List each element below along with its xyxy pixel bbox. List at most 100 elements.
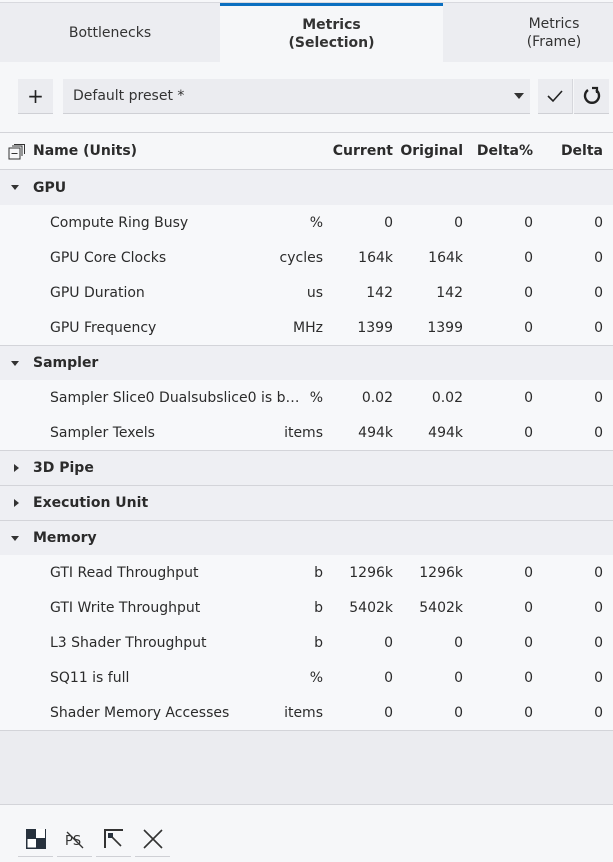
table-row[interactable]: GTI Write Throughput b 5402k 5402k 0 0	[0, 590, 613, 625]
metric-name: GPU Frequency	[50, 319, 157, 336]
metric-name: GTI Write Throughput	[50, 599, 201, 616]
tab-metrics-selection[interactable]: Metrics (Selection)	[220, 3, 443, 62]
delta-value: 0	[594, 424, 603, 441]
preset-toolbar: + Default preset *	[0, 79, 613, 115]
collapse-all-icon[interactable]	[8, 144, 26, 160]
column-current[interactable]: Current	[332, 143, 393, 159]
delta-pct-value: 0	[524, 669, 533, 686]
metric-name: SQ11 is full	[50, 669, 130, 686]
expand-down-icon[interactable]	[11, 185, 19, 190]
column-name[interactable]: Name (Units)	[33, 143, 138, 159]
current-value: 142	[366, 284, 393, 301]
delta-value: 0	[594, 704, 603, 721]
reset-button[interactable]	[574, 79, 609, 114]
delta-value: 0	[594, 284, 603, 301]
delta-value: 0	[594, 389, 603, 406]
table-row[interactable]: GTI Read Throughput b 1296k 1296k 0 0	[0, 555, 613, 590]
tab-bar: Bottlenecks Metrics (Selection) Metrics …	[0, 2, 613, 62]
original-value: 142	[436, 284, 463, 301]
delta-value: 0	[594, 669, 603, 686]
expand-right-icon[interactable]	[14, 499, 19, 507]
chevron-down-icon	[514, 93, 524, 99]
group-row-3d-pipe[interactable]: 3D Pipe	[0, 450, 613, 485]
delta-pct-value: 0	[524, 424, 533, 441]
column-delta[interactable]: Delta	[560, 143, 603, 159]
group-row-sampler[interactable]: Sampler	[0, 345, 613, 380]
expand-down-icon[interactable]	[11, 536, 19, 541]
group-name: Execution Unit	[33, 495, 149, 511]
delta-pct-value: 0	[524, 564, 533, 581]
metric-unit: b	[314, 599, 323, 616]
column-delta-pct[interactable]: Delta%	[476, 143, 533, 159]
preset-dropdown[interactable]: Default preset *	[63, 79, 530, 114]
delta-value: 0	[594, 319, 603, 336]
group-row-memory[interactable]: Memory	[0, 520, 613, 555]
delta-pct-value: 0	[524, 634, 533, 651]
current-value: 494k	[358, 424, 393, 441]
delta-pct-value: 0	[524, 319, 533, 336]
expand-right-icon[interactable]	[14, 464, 19, 472]
original-value: 0	[454, 669, 463, 686]
ps-disable-button[interactable]: PS	[57, 822, 92, 857]
delta-pct-value: 0	[524, 284, 533, 301]
tab-label: Metrics (Frame)	[526, 15, 582, 50]
checker-button[interactable]	[18, 822, 53, 857]
current-value: 0	[384, 214, 393, 231]
tab-metrics-frame[interactable]: Metrics (Frame)	[443, 3, 613, 62]
delta-pct-value: 0	[524, 249, 533, 266]
apply-button[interactable]	[538, 79, 573, 114]
group-name: 3D Pipe	[33, 460, 94, 476]
metric-unit: b	[314, 564, 323, 581]
delta-value: 0	[594, 249, 603, 266]
delta-value: 0	[594, 214, 603, 231]
metric-unit: b	[314, 634, 323, 651]
metric-unit: %	[309, 389, 323, 406]
metric-name: L3 Shader Throughput	[50, 634, 207, 651]
table-row[interactable]: GPU Duration us 142 142 0 0	[0, 275, 613, 310]
svg-text:PS: PS	[65, 834, 81, 849]
table-row[interactable]: Compute Ring Busy% 0 0 0 0	[0, 205, 613, 240]
metric-name: Sampler Slice0 Dualsubslice0 is bottlene…	[50, 389, 305, 406]
current-value: 1296k	[349, 564, 393, 581]
metric-name: GTI Read Throughput	[50, 564, 199, 581]
close-button[interactable]	[135, 822, 170, 857]
preset-value: Default preset *	[73, 88, 185, 104]
metric-unit: items	[284, 704, 323, 721]
group-row-execution-unit[interactable]: Execution Unit	[0, 485, 613, 520]
delta-pct-value: 0	[524, 389, 533, 406]
metric-unit: MHz	[293, 319, 323, 336]
original-value: 5402k	[419, 599, 463, 616]
metric-name: GPU Core Clocks	[50, 249, 167, 266]
group-name: Memory	[33, 530, 97, 546]
current-value: 164k	[358, 249, 393, 266]
group-row-gpu[interactable]: GPU	[0, 170, 613, 205]
metrics-table: Name (Units) Current Original Delta% Del…	[0, 132, 613, 730]
table-row[interactable]: Shader Memory Accesses items 0 0 0 0	[0, 695, 613, 730]
metric-unit: %	[309, 214, 323, 231]
close-icon	[142, 829, 163, 849]
table-row[interactable]: GPU Frequency MHz 1399 1399 0 0	[0, 310, 613, 345]
table-row[interactable]: GPU Core Clocks cycles 164k 164k 0 0	[0, 240, 613, 275]
delta-value: 0	[594, 564, 603, 581]
expand-down-icon[interactable]	[11, 361, 19, 366]
tab-bottlenecks[interactable]: Bottlenecks	[0, 3, 220, 62]
original-value: 494k	[428, 424, 463, 441]
ps-disabled-icon: PS	[65, 831, 83, 849]
current-value: 0.02	[361, 389, 393, 406]
column-original[interactable]: Original	[400, 143, 463, 159]
empty-area	[0, 730, 613, 805]
delta-pct-value: 0	[524, 704, 533, 721]
table-row[interactable]: SQ11 is full% 0 0 0 0	[0, 660, 613, 695]
metric-name: Compute Ring Busy	[50, 214, 189, 231]
checkmark-icon	[547, 90, 563, 103]
table-row[interactable]: L3 Shader Throughput b 0 0 0 0	[0, 625, 613, 660]
table-row[interactable]: Sampler Slice0 Dualsubslice0 is bottlene…	[0, 380, 613, 415]
current-value: 0	[384, 704, 393, 721]
bottom-toolbar: PS	[18, 822, 170, 857]
original-value: 0	[454, 704, 463, 721]
plus-icon: +	[27, 84, 44, 108]
group-name: Sampler	[33, 355, 99, 371]
add-preset-button[interactable]: +	[18, 79, 53, 114]
top-left-button[interactable]	[96, 822, 131, 857]
table-row[interactable]: Sampler Texels items 494k 494k 0 0	[0, 415, 613, 450]
